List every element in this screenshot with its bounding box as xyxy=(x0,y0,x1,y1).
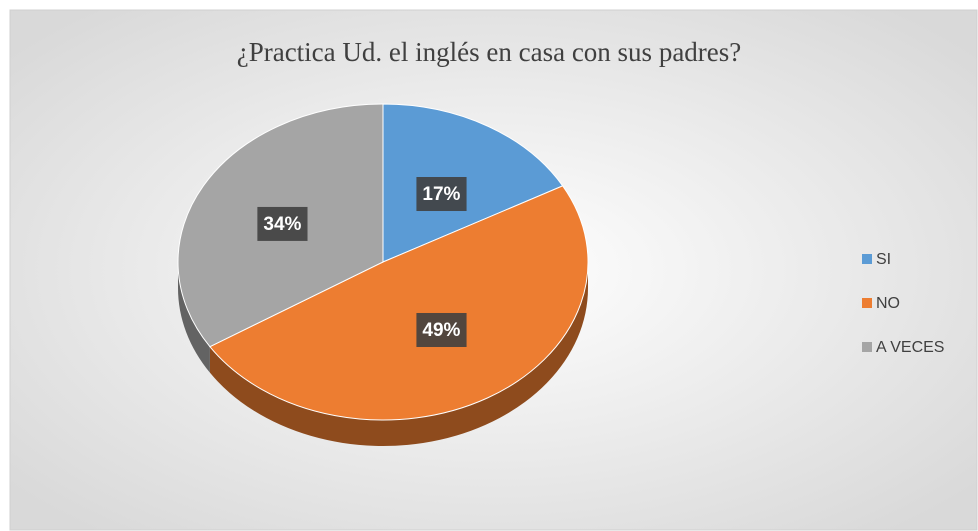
slice xyxy=(209,185,589,421)
value-label-box xyxy=(416,177,467,212)
chart-title: ¿Practica Ud. el inglés en casa con sus … xyxy=(237,37,742,67)
legend-swatch xyxy=(862,298,872,308)
slice-side xyxy=(209,262,588,446)
value-label: 49% xyxy=(416,312,467,347)
legend-label: SI xyxy=(876,251,891,268)
value-label-text: 34% xyxy=(263,214,301,235)
legend-label: A VECES xyxy=(876,339,944,356)
value-label: 17% xyxy=(416,177,467,212)
value-label-text: 49% xyxy=(422,320,460,341)
legend-swatch xyxy=(862,254,872,264)
legend-swatch xyxy=(862,342,872,352)
value-label-text: 17% xyxy=(422,184,460,205)
slice-side xyxy=(178,262,210,373)
value-label: 34% xyxy=(257,206,308,241)
slice xyxy=(382,103,564,263)
value-label-box xyxy=(416,312,467,347)
legend-label: NO xyxy=(876,295,900,312)
value-label-box xyxy=(257,206,308,241)
